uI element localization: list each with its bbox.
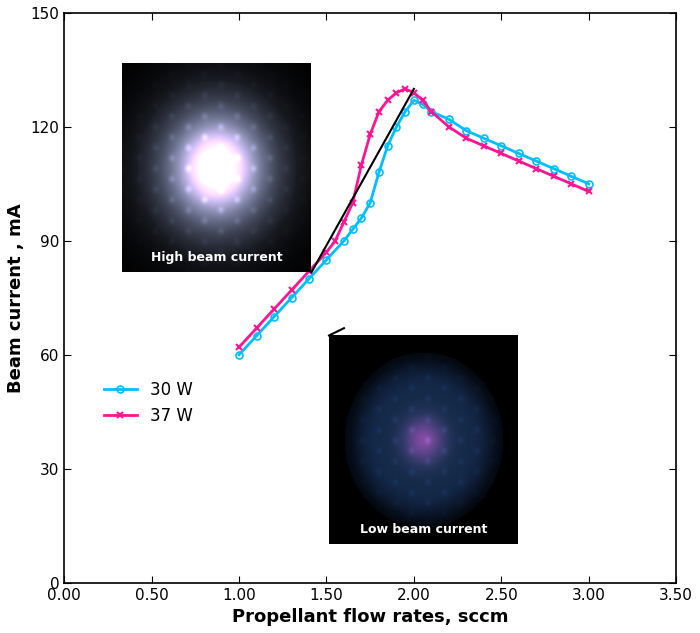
37 W (462, 134, 470, 142)
37 W (480, 142, 488, 149)
37 W (444, 123, 453, 130)
30 W (401, 108, 410, 115)
37 W (331, 237, 340, 244)
30 W (357, 214, 365, 222)
30 W (514, 149, 523, 157)
30 W (235, 351, 244, 358)
30 W (304, 275, 313, 282)
37 W (514, 157, 523, 165)
30 W (584, 180, 593, 187)
37 W (287, 286, 295, 294)
37 W (340, 218, 348, 225)
37 W (550, 172, 558, 180)
37 W (427, 108, 435, 115)
37 W (532, 165, 540, 172)
37 W (366, 130, 375, 138)
30 W (392, 123, 400, 130)
37 W (567, 180, 575, 187)
37 W (270, 305, 278, 313)
37 W (419, 96, 427, 104)
30 W (374, 168, 383, 176)
30 W (497, 142, 505, 149)
37 W (392, 89, 400, 96)
37 W (384, 96, 392, 104)
37 W (497, 149, 505, 157)
Text: Low beam current: Low beam current (360, 523, 487, 536)
30 W (252, 332, 260, 339)
30 W (270, 313, 278, 320)
30 W (340, 237, 348, 244)
37 W (374, 108, 383, 115)
30 W (480, 134, 488, 142)
30 W (427, 108, 435, 115)
Y-axis label: Beam current , mA: Beam current , mA (7, 203, 25, 392)
Text: High beam current: High beam current (151, 251, 283, 264)
30 W (444, 115, 453, 123)
30 W (532, 157, 540, 165)
Legend: 30 W, 37 W: 30 W, 37 W (97, 374, 200, 432)
30 W (462, 127, 470, 134)
Line: 37 W: 37 W (236, 85, 592, 351)
37 W (584, 187, 593, 195)
30 W (287, 294, 295, 301)
37 W (401, 85, 410, 92)
30 W (384, 142, 392, 149)
X-axis label: Propellant flow rates, sccm: Propellant flow rates, sccm (232, 608, 508, 626)
30 W (567, 172, 575, 180)
30 W (349, 225, 357, 233)
30 W (410, 96, 418, 104)
37 W (322, 248, 330, 256)
30 W (550, 165, 558, 172)
37 W (252, 324, 260, 332)
37 W (304, 267, 313, 275)
37 W (410, 89, 418, 96)
30 W (419, 100, 427, 108)
37 W (357, 161, 365, 168)
37 W (349, 199, 357, 206)
30 W (322, 256, 330, 263)
37 W (235, 343, 244, 351)
30 W (366, 199, 375, 206)
Line: 30 W: 30 W (236, 97, 592, 358)
